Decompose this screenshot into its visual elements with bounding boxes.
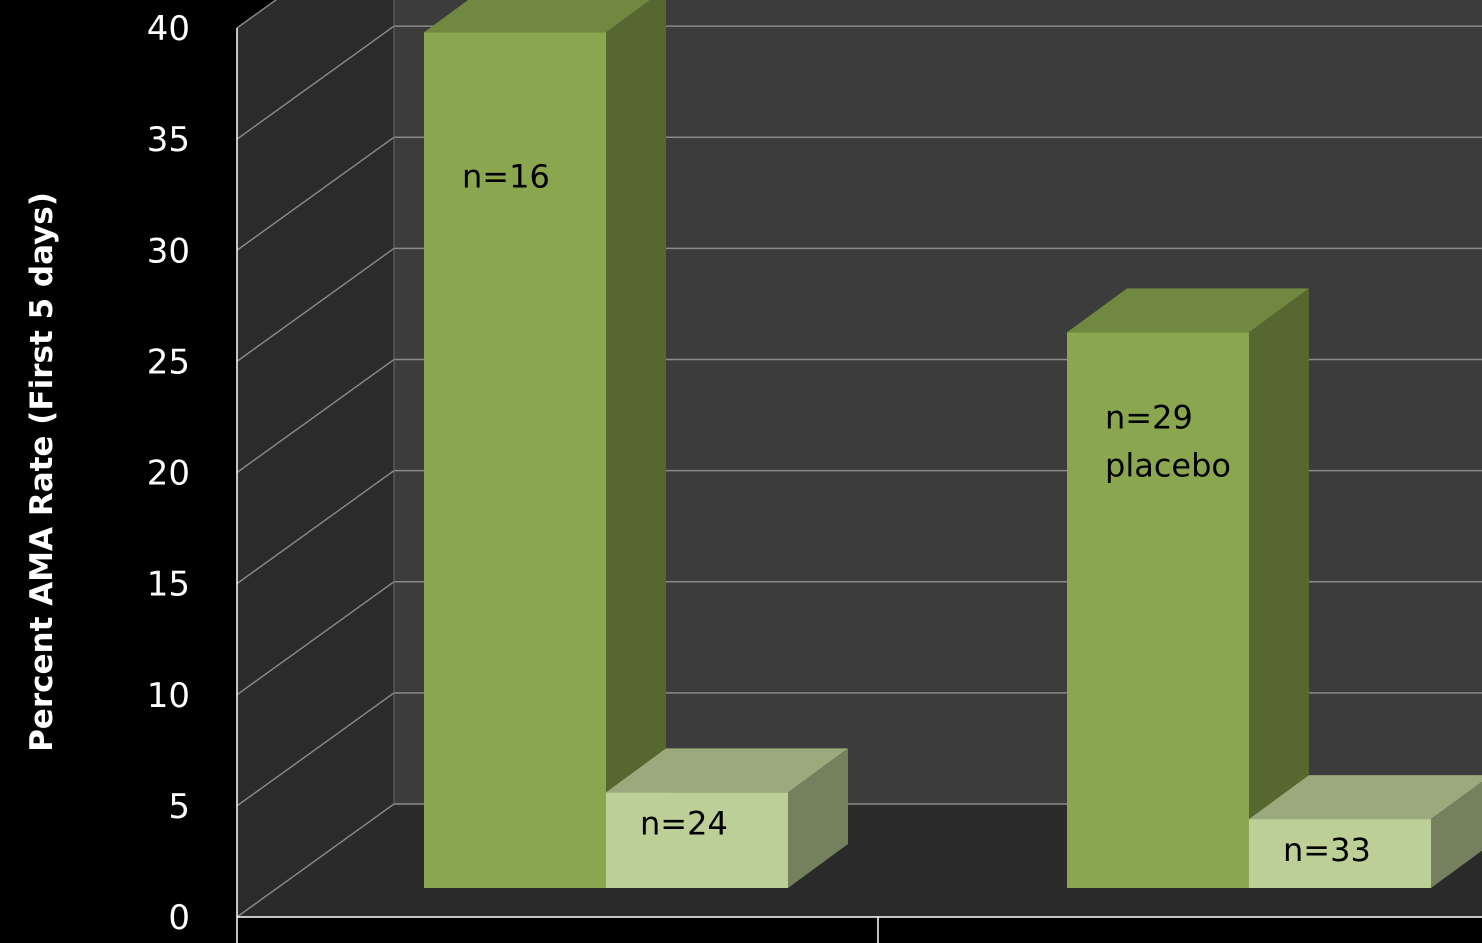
bar-data-label: placebo bbox=[1105, 446, 1231, 484]
bar-data-label: n=33 bbox=[1283, 831, 1371, 869]
y-tick-label: 35 bbox=[147, 120, 190, 160]
y-axis-ticks: 0 5 10 15 20 25 30 35 40 bbox=[147, 9, 190, 938]
bar-top bbox=[1067, 288, 1309, 333]
bar-data-label: n=24 bbox=[640, 804, 728, 842]
y-tick-label: 10 bbox=[147, 676, 190, 716]
gridline-diagonal bbox=[236, 692, 395, 807]
bar-front bbox=[606, 792, 788, 888]
bar-side bbox=[1249, 288, 1309, 888]
floor-edge bbox=[236, 803, 395, 918]
bar-front bbox=[424, 32, 606, 888]
bar-side bbox=[788, 748, 848, 888]
y-tick-label: 25 bbox=[147, 342, 190, 382]
bar bbox=[1067, 288, 1309, 888]
bar-side bbox=[606, 0, 666, 888]
gridline-diagonal bbox=[236, 25, 395, 140]
bar bbox=[606, 748, 848, 888]
y-tick-label: 20 bbox=[147, 454, 190, 494]
y-tick-label: 40 bbox=[147, 9, 190, 49]
bar bbox=[1249, 775, 1482, 888]
gridline-diagonal bbox=[236, 358, 395, 474]
side-wall bbox=[237, 0, 394, 917]
y-axis-title: Percent AMA Rate (First 5 days) bbox=[24, 192, 60, 752]
y-tick-label: 15 bbox=[147, 565, 190, 605]
bar-labels: n=16 n=29 placebo n=24 n=33 bbox=[462, 157, 1371, 869]
gridline-diagonal bbox=[236, 581, 395, 696]
y-tick-label: 0 bbox=[168, 898, 190, 938]
bar-side bbox=[1431, 781, 1482, 888]
bar bbox=[424, 0, 666, 888]
bar-top bbox=[606, 748, 848, 793]
bars bbox=[424, 0, 1482, 888]
bar-data-label: n=16 bbox=[462, 157, 550, 195]
bar-front bbox=[1249, 819, 1431, 888]
y-tick-label: 5 bbox=[168, 787, 190, 827]
gridline-diagonal bbox=[236, 247, 395, 362]
gridline-diagonal bbox=[236, 0, 278, 29]
bar-front bbox=[1067, 332, 1249, 888]
bar-top bbox=[1249, 775, 1482, 820]
bar-data-label: n=29 bbox=[1105, 398, 1193, 436]
gridline-diagonal bbox=[236, 136, 395, 251]
bar-top bbox=[424, 0, 651, 33]
y-tick-label: 30 bbox=[147, 231, 190, 271]
gridline-diagonal bbox=[236, 470, 395, 585]
